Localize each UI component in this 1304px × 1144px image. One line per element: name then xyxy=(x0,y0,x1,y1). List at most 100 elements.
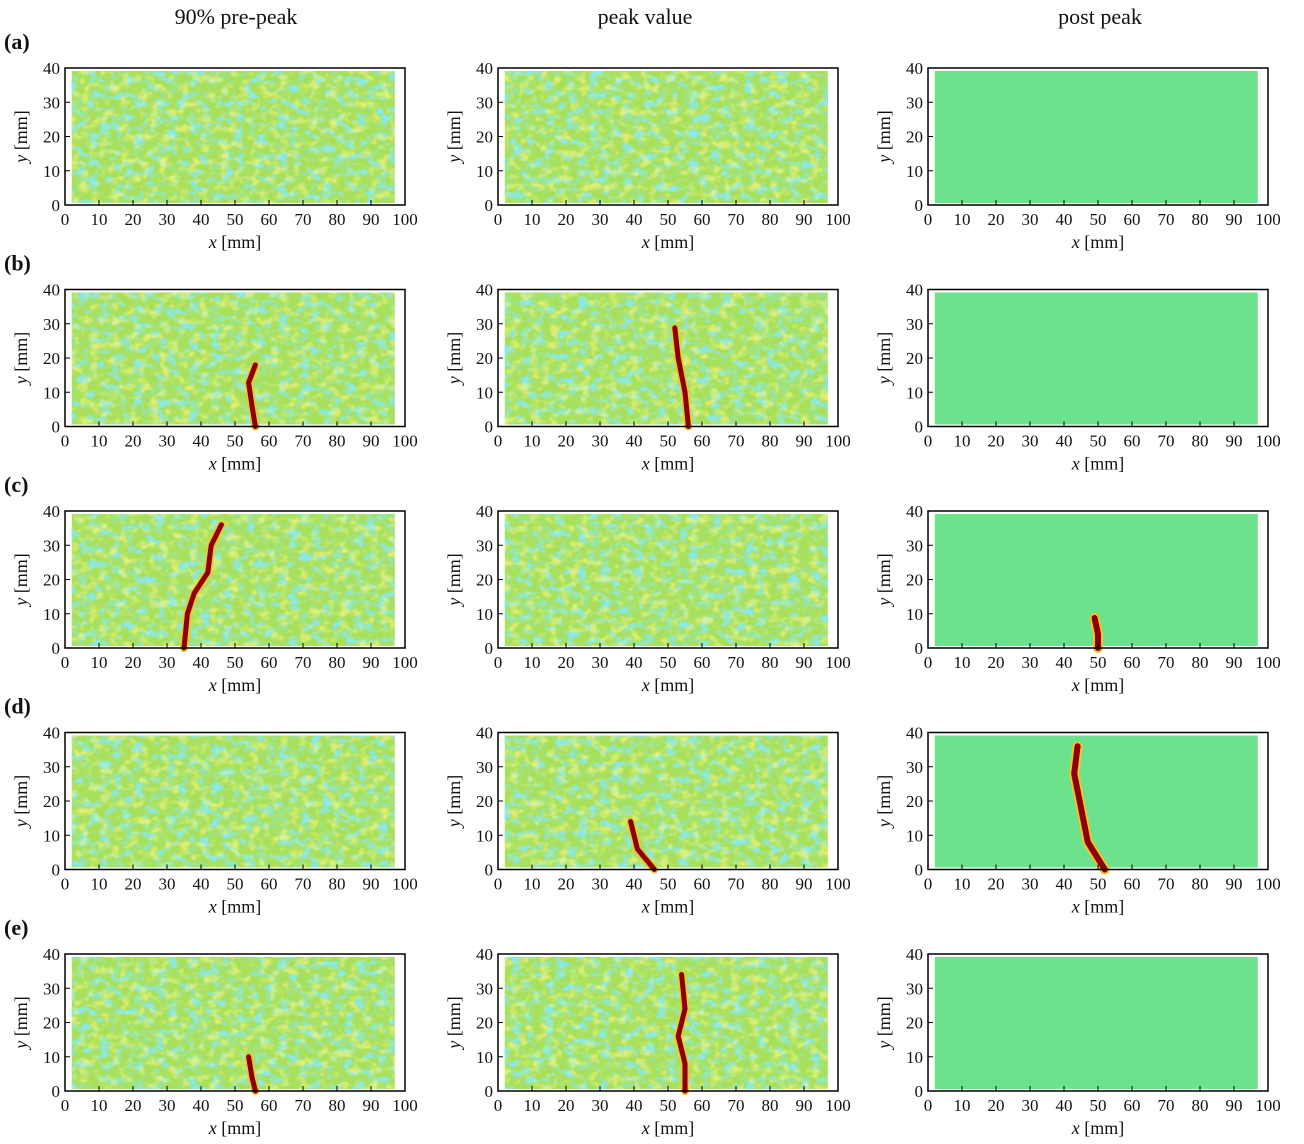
x-axis-unit: [mm] xyxy=(1084,1118,1124,1138)
x-tick-label: 30 xyxy=(592,432,609,451)
x-axis-label: x [mm] xyxy=(641,454,695,474)
x-tick-label: 20 xyxy=(125,653,142,672)
x-tick-label: 40 xyxy=(1056,875,1073,894)
x-tick-label: 100 xyxy=(825,653,851,672)
field xyxy=(934,71,1258,203)
x-tick-label: 60 xyxy=(694,1096,711,1115)
x-tick-label: 100 xyxy=(392,653,418,672)
y-tick-label: 10 xyxy=(476,605,493,624)
x-tick-label: 10 xyxy=(91,653,108,672)
x-tick-label: 10 xyxy=(954,1096,971,1115)
y-axis-unit: [mm] xyxy=(444,332,464,372)
y-axis-label: y [mm] xyxy=(11,996,31,1051)
y-tick-label: 0 xyxy=(485,196,494,215)
x-tick-label: 80 xyxy=(1192,1096,1209,1115)
x-tick-label: 80 xyxy=(762,210,779,229)
x-tick-label: 40 xyxy=(193,210,210,229)
x-tick-label: 20 xyxy=(125,432,142,451)
x-tick-label: 70 xyxy=(295,210,312,229)
x-tick-label: 0 xyxy=(924,875,933,894)
x-tick-label: 50 xyxy=(227,432,244,451)
x-tick-label: 80 xyxy=(1192,432,1209,451)
column-title: post peak xyxy=(1058,4,1142,29)
x-axis-label: x [mm] xyxy=(208,675,262,695)
field-texture xyxy=(504,292,828,425)
y-tick-label: 10 xyxy=(43,162,60,181)
x-tick-label: 60 xyxy=(261,653,278,672)
y-axis-symbol: y xyxy=(11,155,31,165)
x-tick-label: 50 xyxy=(227,653,244,672)
y-tick-label: 40 xyxy=(43,724,60,743)
x-tick-label: 20 xyxy=(558,875,575,894)
x-tick-label: 20 xyxy=(125,1096,142,1115)
y-tick-label: 30 xyxy=(906,758,923,777)
x-axis-symbol: x xyxy=(641,232,650,252)
x-tick-label: 60 xyxy=(1124,210,1141,229)
x-tick-label: 30 xyxy=(592,653,609,672)
y-tick-label: 0 xyxy=(485,1082,494,1101)
x-tick-label: 30 xyxy=(1022,432,1039,451)
y-tick-label: 30 xyxy=(43,93,60,112)
x-tick-label: 70 xyxy=(728,210,745,229)
x-tick-label: 10 xyxy=(91,1096,108,1115)
y-tick-label: 0 xyxy=(52,1082,61,1101)
x-tick-label: 20 xyxy=(125,210,142,229)
row-label: (c) xyxy=(4,472,28,497)
x-tick-label: 20 xyxy=(988,432,1005,451)
x-tick-label: 40 xyxy=(1056,210,1073,229)
x-tick-label: 100 xyxy=(825,875,851,894)
y-tick-label: 10 xyxy=(43,605,60,624)
x-tick-label: 90 xyxy=(1226,653,1243,672)
x-tick-label: 20 xyxy=(558,1096,575,1115)
y-axis-unit: [mm] xyxy=(444,553,464,593)
y-tick-label: 30 xyxy=(43,758,60,777)
x-tick-label: 50 xyxy=(660,653,677,672)
x-tick-label: 20 xyxy=(558,432,575,451)
x-tick-label: 20 xyxy=(988,210,1005,229)
x-tick-label: 20 xyxy=(988,653,1005,672)
x-axis-label: x [mm] xyxy=(641,675,695,695)
x-tick-label: 90 xyxy=(796,875,813,894)
x-axis-unit: [mm] xyxy=(654,1118,694,1138)
y-axis-label: y [mm] xyxy=(874,110,894,165)
x-tick-label: 50 xyxy=(660,1096,677,1115)
field-texture xyxy=(71,71,395,203)
x-tick-label: 50 xyxy=(227,875,244,894)
x-tick-label: 100 xyxy=(392,875,418,894)
x-axis-unit: [mm] xyxy=(654,897,694,917)
x-axis-unit: [mm] xyxy=(221,675,261,695)
y-tick-label: 20 xyxy=(43,792,60,811)
crack xyxy=(246,1054,258,1094)
x-tick-label: 80 xyxy=(762,875,779,894)
y-axis-symbol: y xyxy=(874,598,894,608)
y-axis-label: y [mm] xyxy=(874,553,894,608)
x-tick-label: 60 xyxy=(261,875,278,894)
x-axis-symbol: x xyxy=(1071,232,1080,252)
field-texture xyxy=(71,514,395,646)
x-tick-label: 30 xyxy=(159,432,176,451)
y-axis-label: y [mm] xyxy=(11,110,31,165)
x-tick-label: 100 xyxy=(392,1096,418,1115)
x-tick-label: 30 xyxy=(1022,210,1039,229)
x-tick-label: 50 xyxy=(660,875,677,894)
x-tick-label: 0 xyxy=(61,1096,70,1115)
y-tick-label: 0 xyxy=(52,861,61,880)
x-tick-label: 90 xyxy=(1226,875,1243,894)
y-tick-label: 10 xyxy=(476,162,493,181)
x-tick-label: 40 xyxy=(626,432,643,451)
y-tick-label: 40 xyxy=(476,724,493,743)
column-title: peak value xyxy=(598,4,693,29)
x-axis-label: x [mm] xyxy=(1071,1118,1125,1138)
y-tick-label: 30 xyxy=(476,315,493,334)
y-tick-label: 0 xyxy=(485,418,494,437)
y-axis-unit: [mm] xyxy=(11,110,31,150)
x-axis-symbol: x xyxy=(641,675,650,695)
x-tick-label: 60 xyxy=(1124,432,1141,451)
y-tick-label: 40 xyxy=(906,281,923,300)
y-axis-unit: [mm] xyxy=(11,332,31,372)
